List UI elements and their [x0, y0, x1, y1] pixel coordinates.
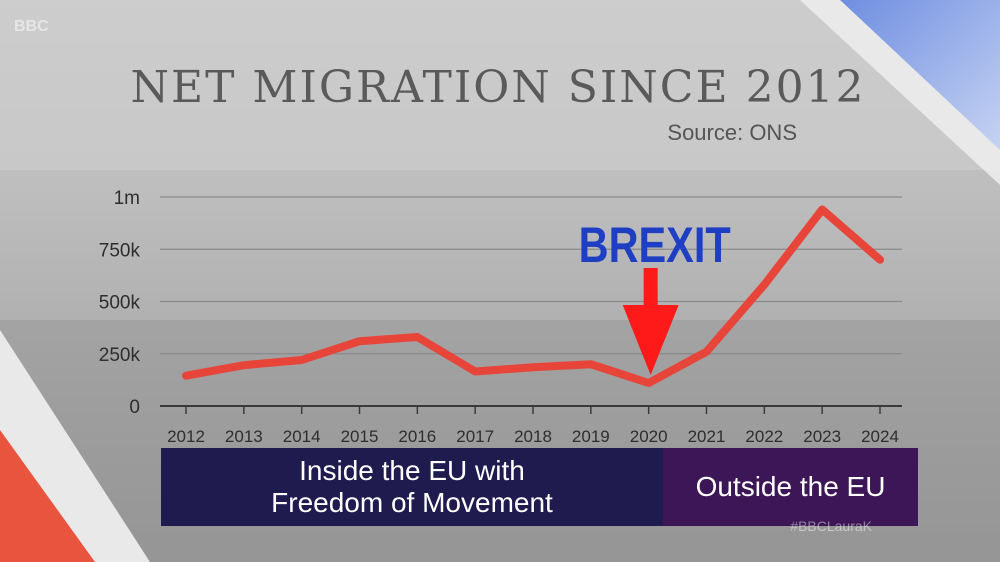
x-tick-label: 2012 [167, 427, 205, 446]
x-tick-label: 2014 [283, 427, 321, 446]
x-tick-label: 2016 [398, 427, 436, 446]
y-tick-label: 1m [114, 188, 140, 209]
y-tick-label: 0 [129, 397, 140, 418]
x-tick-label: 2022 [745, 427, 783, 446]
y-tick-label: 750k [99, 240, 141, 261]
x-tick-label: 2024 [861, 427, 899, 446]
inside-eu-band: Inside the EU with Freedom of Movement [161, 448, 663, 526]
x-tick-label: 2017 [456, 427, 494, 446]
x-tick-label: 2020 [630, 427, 668, 446]
y-tick-label: 500k [99, 293, 141, 314]
y-tick-label: 250k [99, 345, 141, 366]
channel-logo: BBC [14, 18, 49, 35]
x-tick-label: 2015 [341, 427, 379, 446]
x-tick-label: 2018 [514, 427, 552, 446]
hashtag: #BBCLauraK [790, 518, 872, 534]
x-tick-label: 2019 [572, 427, 610, 446]
outside-eu-label: Outside the EU [695, 471, 886, 502]
chart-source: Source: ONS [667, 120, 797, 145]
outside-eu-band: Outside the EU [663, 448, 918, 526]
inside-eu-label: Inside the EU with Freedom of Movement [271, 455, 553, 518]
chart-title: NET MIGRATION SINCE 2012 [130, 62, 866, 113]
series-line [182, 205, 884, 387]
x-tick-label: 2013 [225, 427, 263, 446]
brexit-label: BREXIT [579, 217, 731, 273]
brexit-arrow [622, 268, 679, 376]
x-tick-label: 2023 [803, 427, 841, 446]
x-tick-label: 2021 [688, 427, 726, 446]
